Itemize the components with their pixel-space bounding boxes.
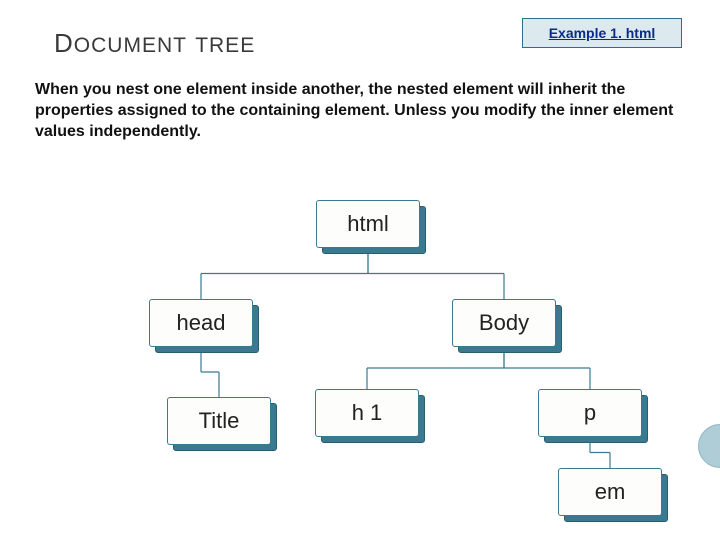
node-html: html <box>316 200 420 248</box>
body-paragraph: When you nest one element inside another… <box>35 80 685 142</box>
node-title: Title <box>167 397 271 445</box>
node-body: Body <box>452 299 556 347</box>
example-link-box[interactable]: Example 1. html <box>522 18 682 48</box>
node-label-head: head <box>149 299 253 347</box>
node-p: p <box>538 389 642 437</box>
slide-title-text: DOCUMENT TREE <box>54 28 255 58</box>
node-em: em <box>558 468 662 516</box>
node-label-p: p <box>538 389 642 437</box>
example-link[interactable]: Example 1. html <box>549 25 656 41</box>
node-label-body: Body <box>452 299 556 347</box>
slide-title: DOCUMENT TREE <box>54 28 255 59</box>
node-label-title: Title <box>167 397 271 445</box>
node-label-html: html <box>316 200 420 248</box>
node-head: head <box>149 299 253 347</box>
node-h1: h 1 <box>315 389 419 437</box>
node-label-h1: h 1 <box>315 389 419 437</box>
node-label-em: em <box>558 468 662 516</box>
tree-diagram: html head Body Title h 1 p em <box>0 170 720 530</box>
